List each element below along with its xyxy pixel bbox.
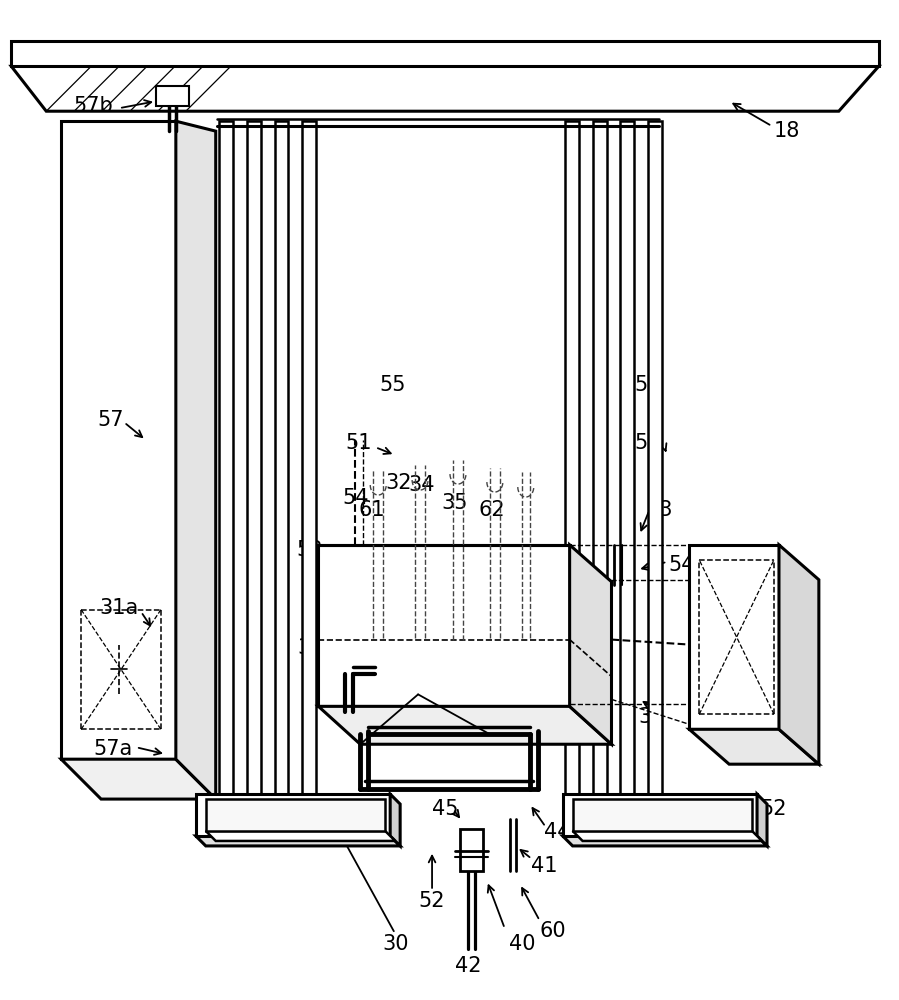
Polygon shape	[563, 794, 757, 836]
Text: 50: 50	[646, 824, 672, 844]
Polygon shape	[196, 794, 390, 836]
Text: 31a: 31a	[100, 598, 138, 618]
Polygon shape	[390, 794, 400, 846]
Polygon shape	[246, 121, 261, 804]
Polygon shape	[779, 545, 819, 764]
Text: 52: 52	[419, 891, 445, 911]
Text: 53: 53	[646, 500, 672, 520]
Polygon shape	[206, 831, 396, 841]
Polygon shape	[274, 121, 289, 804]
Text: 35: 35	[441, 493, 468, 513]
Text: 50: 50	[282, 821, 308, 841]
Text: 18: 18	[774, 121, 800, 141]
Polygon shape	[302, 121, 316, 804]
Polygon shape	[570, 545, 611, 744]
Text: 38: 38	[638, 707, 664, 727]
Text: 31a: 31a	[762, 659, 802, 679]
Polygon shape	[460, 829, 483, 871]
Text: 44: 44	[545, 822, 571, 842]
Polygon shape	[648, 804, 672, 817]
Polygon shape	[592, 121, 607, 804]
Polygon shape	[218, 121, 233, 804]
Polygon shape	[206, 799, 385, 831]
Text: 55: 55	[378, 375, 405, 395]
Text: 45: 45	[432, 799, 458, 819]
Polygon shape	[592, 804, 617, 817]
Text: 30: 30	[382, 934, 408, 954]
Polygon shape	[156, 86, 189, 106]
Text: 51: 51	[345, 433, 371, 453]
Polygon shape	[12, 66, 878, 111]
Polygon shape	[565, 121, 579, 804]
Text: 37: 37	[298, 638, 324, 658]
Polygon shape	[648, 121, 663, 804]
Text: 57: 57	[98, 410, 124, 430]
Polygon shape	[757, 794, 767, 846]
Text: 55: 55	[634, 375, 661, 395]
Polygon shape	[318, 545, 570, 706]
Polygon shape	[573, 799, 752, 831]
Polygon shape	[61, 759, 216, 799]
Text: 54: 54	[668, 555, 695, 575]
Polygon shape	[176, 121, 216, 799]
Text: 40: 40	[509, 934, 535, 954]
Polygon shape	[620, 121, 635, 804]
Text: 31: 31	[766, 724, 792, 744]
Text: 51: 51	[634, 433, 661, 453]
Text: 32a: 32a	[405, 684, 445, 704]
Polygon shape	[565, 804, 589, 817]
Polygon shape	[12, 41, 878, 66]
Polygon shape	[218, 804, 243, 817]
Text: 61: 61	[359, 500, 386, 520]
Polygon shape	[690, 545, 779, 729]
Text: 32: 32	[385, 473, 412, 493]
Polygon shape	[318, 706, 611, 744]
Polygon shape	[573, 831, 762, 841]
Text: 34: 34	[409, 475, 435, 495]
Text: 57b: 57b	[73, 96, 113, 116]
Polygon shape	[690, 729, 819, 764]
Text: 43: 43	[322, 699, 349, 719]
Text: 57a: 57a	[93, 739, 133, 759]
Polygon shape	[274, 804, 298, 817]
Text: 42: 42	[455, 956, 481, 976]
Text: 53: 53	[296, 540, 323, 560]
Text: 62: 62	[478, 500, 505, 520]
Text: 54: 54	[342, 488, 369, 508]
Polygon shape	[563, 836, 767, 846]
Polygon shape	[61, 121, 176, 759]
Polygon shape	[196, 836, 400, 846]
Polygon shape	[620, 804, 645, 817]
Text: 60: 60	[539, 921, 566, 941]
Text: 52: 52	[761, 799, 788, 819]
Polygon shape	[246, 804, 271, 817]
Polygon shape	[302, 804, 326, 817]
Text: 41: 41	[531, 856, 558, 876]
